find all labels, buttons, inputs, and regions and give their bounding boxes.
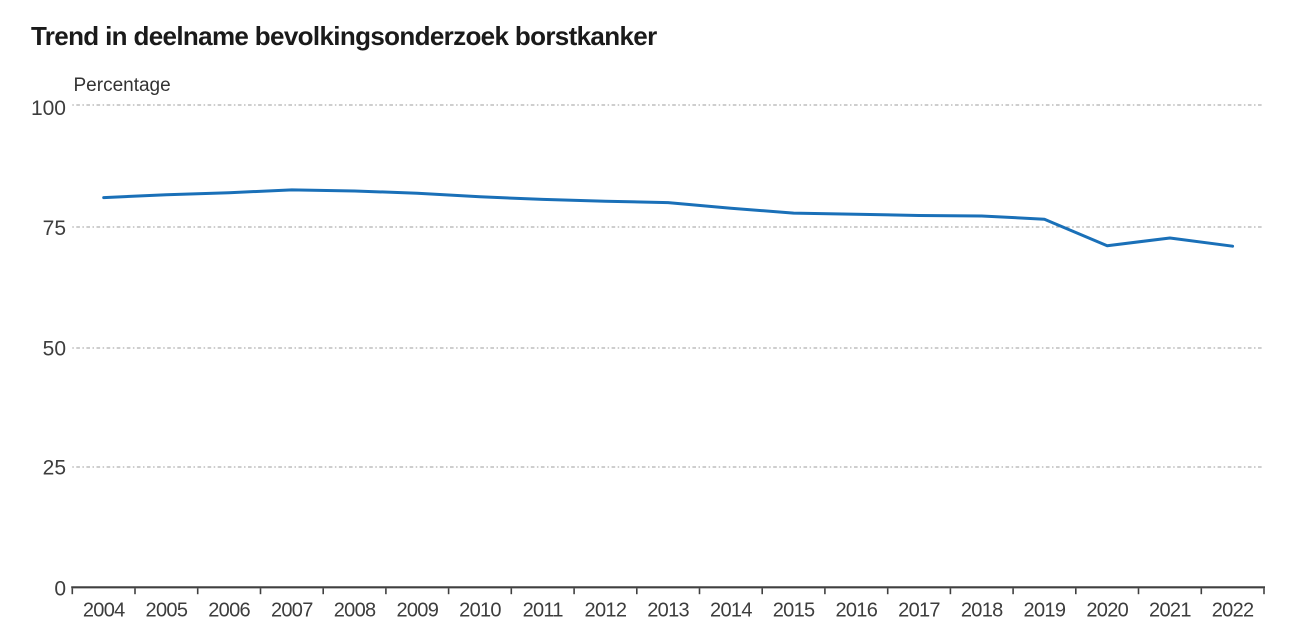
svg-text:Percentage: Percentage xyxy=(74,75,171,96)
svg-text:2005: 2005 xyxy=(146,599,188,621)
svg-text:2014: 2014 xyxy=(710,599,752,621)
svg-text:2019: 2019 xyxy=(1024,599,1066,621)
svg-text:2013: 2013 xyxy=(647,599,689,621)
svg-text:75: 75 xyxy=(43,217,66,240)
svg-text:2016: 2016 xyxy=(835,599,877,621)
svg-text:0: 0 xyxy=(54,578,66,601)
svg-text:2018: 2018 xyxy=(961,599,1003,621)
svg-text:2009: 2009 xyxy=(396,599,438,621)
svg-text:2007: 2007 xyxy=(271,599,313,621)
svg-text:2011: 2011 xyxy=(523,599,564,621)
svg-text:2022: 2022 xyxy=(1212,599,1254,621)
svg-text:Trend in deelname bevolkingson: Trend in deelname bevolkingsonderzoek bo… xyxy=(31,21,657,51)
svg-text:50: 50 xyxy=(43,338,66,361)
svg-text:2006: 2006 xyxy=(208,599,250,621)
svg-text:2020: 2020 xyxy=(1086,599,1128,621)
svg-text:2004: 2004 xyxy=(83,599,125,621)
svg-text:25: 25 xyxy=(43,457,66,480)
svg-text:2012: 2012 xyxy=(585,599,627,621)
svg-text:2021: 2021 xyxy=(1149,599,1191,621)
svg-text:2017: 2017 xyxy=(898,599,940,621)
svg-text:2010: 2010 xyxy=(459,599,501,621)
svg-text:2008: 2008 xyxy=(334,599,376,621)
svg-text:100: 100 xyxy=(31,97,66,120)
svg-text:2015: 2015 xyxy=(773,599,815,621)
